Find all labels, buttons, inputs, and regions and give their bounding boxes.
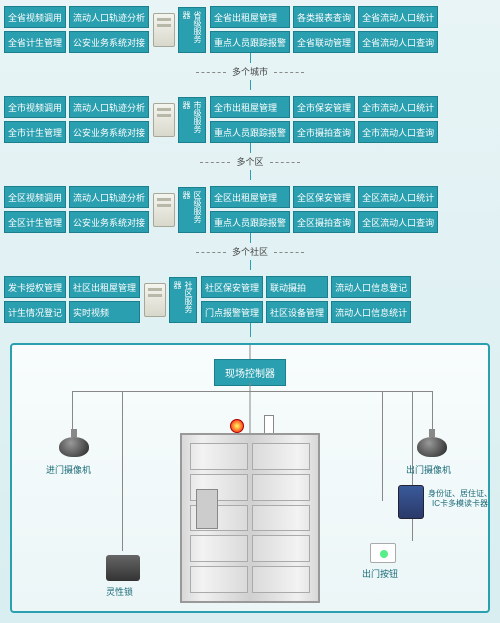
tier-row: 全省视频调用流动人口轨迹分析全省计生管理公安业务系统对接 省级服务器全省出租屋管理…: [4, 6, 496, 53]
function-tag: 公安业务系统对接: [69, 211, 149, 233]
tier-separator: 多个区: [0, 155, 500, 168]
wire: [72, 391, 73, 431]
card-reader-label: 身份证、居住证、IC卡多模读卡器: [428, 489, 490, 508]
function-tag: 全区视频调用: [4, 186, 66, 208]
function-tag: 全区出租屋管理: [210, 186, 290, 208]
left-group: 全省视频调用流动人口轨迹分析全省计生管理公安业务系统对接: [4, 6, 149, 53]
tier-row: 发卡授权管理社区出租屋管理计生情况登记实时视频 社区服务器社区保安管理联动摄拍流动…: [4, 276, 496, 323]
camera-out-label: 出门摄像机: [406, 463, 451, 476]
wire: [432, 391, 433, 431]
function-tag: 流动人口信息统计: [331, 301, 411, 323]
function-tag: 全省流动人口查询: [358, 31, 438, 53]
server-col: 区级服务器: [153, 186, 206, 233]
function-tag: 公安业务系统对接: [69, 31, 149, 53]
smart-lock-icon: [106, 555, 140, 581]
camera-out-icon: [414, 431, 450, 457]
function-tag: 流动人口轨迹分析: [69, 186, 149, 208]
scene-panel: 现场控制器进门摄像机出门摄像机警灯门磁灵性锁身份证、居住证、IC卡多模读卡器出门…: [10, 343, 490, 613]
function-tag: 全市摄拍查询: [293, 121, 355, 143]
function-tag: 重点人员跟踪报警: [210, 211, 290, 233]
left-group: 全区视频调用流动人口轨迹分析全区计生管理公安业务系统对接: [4, 186, 149, 233]
exit-button-label: 出门按钮: [362, 567, 398, 580]
door-icon: [180, 433, 320, 603]
function-tag: 社区设备管理: [266, 301, 328, 323]
function-tag: 全区摄拍查询: [293, 211, 355, 233]
server-col: 省级服务器: [153, 6, 206, 53]
function-tag: 全区流动人口查询: [358, 211, 438, 233]
card-reader-icon: [398, 485, 424, 519]
wire: [122, 391, 123, 551]
tier-separator: 多个社区: [0, 245, 500, 258]
function-tag: 发卡授权管理: [4, 276, 66, 298]
function-tag: 社区保安管理: [201, 276, 263, 298]
left-group: 发卡授权管理社区出租屋管理计生情况登记实时视频: [4, 276, 140, 323]
server-icon: [153, 13, 175, 47]
function-tag: 全省联动管理: [293, 31, 355, 53]
right-group: 全省出租屋管理各类报表查询全省流动人口统计重点人员跟踪报警全省联动管理全省流动人…: [210, 6, 438, 53]
camera-in-icon: [56, 431, 92, 457]
function-tag: 社区出租屋管理: [69, 276, 140, 298]
wire: [72, 391, 432, 392]
function-tag: 全省出租屋管理: [210, 6, 290, 28]
smart-lock-label: 灵性锁: [106, 585, 133, 598]
left-group: 全市视频调用流动人口轨迹分析全市计生管理公安业务系统对接: [4, 96, 149, 143]
right-group: 全区出租屋管理全区保安管理全区流动人口统计重点人员跟踪报警全区摄拍查询全区流动人…: [210, 186, 438, 233]
function-tag: 联动摄拍: [266, 276, 328, 298]
right-group: 全市出租屋管理全市保安管理全市流动人口统计重点人员跟踪报警全市摄拍查询全市流动人…: [210, 96, 438, 143]
function-tag: 门点报警管理: [201, 301, 263, 323]
function-tag: 公安业务系统对接: [69, 121, 149, 143]
right-group: 社区保安管理联动摄拍流动人口信息登记门点报警管理社区设备管理流动人口信息统计: [201, 276, 411, 323]
server-col: 市级服务器: [153, 96, 206, 143]
function-tag: 全区流动人口统计: [358, 186, 438, 208]
server-icon: [153, 193, 175, 227]
exit-button-icon: [370, 543, 396, 563]
function-tag: 全省流动人口统计: [358, 6, 438, 28]
function-tag: 全市出租屋管理: [210, 96, 290, 118]
connector-line: [250, 143, 251, 153]
field-controller: 现场控制器: [214, 359, 286, 386]
server-col: 社区服务器: [144, 276, 197, 323]
function-tag: 全市计生管理: [4, 121, 66, 143]
function-tag: 全市流动人口查询: [358, 121, 438, 143]
tier-separator: 多个城市: [0, 65, 500, 78]
server-label: 社区服务器: [169, 277, 197, 323]
function-tag: 流动人口轨迹分析: [69, 6, 149, 28]
function-tag: 计生情况登记: [4, 301, 66, 323]
door-magnet-icon: [264, 415, 274, 435]
function-tag: 全省视频调用: [4, 6, 66, 28]
function-tag: 各类报表查询: [293, 6, 355, 28]
function-tag: 全区计生管理: [4, 211, 66, 233]
tier-row: 全区视频调用流动人口轨迹分析全区计生管理公安业务系统对接 区级服务器全区出租屋管理…: [4, 186, 496, 233]
function-tag: 实时视频: [69, 301, 140, 323]
server-icon: [153, 103, 175, 137]
wire: [250, 345, 251, 359]
function-tag: 全省计生管理: [4, 31, 66, 53]
function-tag: 全市保安管理: [293, 96, 355, 118]
server-label: 省级服务器: [178, 7, 206, 53]
connector-line: [250, 80, 251, 90]
function-tag: 重点人员跟踪报警: [210, 31, 290, 53]
function-tag: 全市视频调用: [4, 96, 66, 118]
alarm-lamp-icon: [230, 419, 244, 433]
server-label: 区级服务器: [178, 187, 206, 233]
camera-in-label: 进门摄像机: [46, 463, 91, 476]
function-tag: 流动人口信息登记: [331, 276, 411, 298]
wire: [382, 391, 383, 501]
function-tag: 全区保安管理: [293, 186, 355, 208]
server-icon: [144, 283, 166, 317]
door-intercom: [196, 489, 218, 529]
connector-line: [250, 53, 251, 63]
connector-line: [250, 323, 251, 337]
function-tag: 重点人员跟踪报警: [210, 121, 290, 143]
function-tag: 流动人口轨迹分析: [69, 96, 149, 118]
connector-line: [250, 260, 251, 270]
function-tag: 全市流动人口统计: [358, 96, 438, 118]
server-label: 市级服务器: [178, 97, 206, 143]
connector-line: [250, 170, 251, 180]
connector-line: [250, 233, 251, 243]
tier-row: 全市视频调用流动人口轨迹分析全市计生管理公安业务系统对接 市级服务器全市出租屋管理…: [4, 96, 496, 143]
